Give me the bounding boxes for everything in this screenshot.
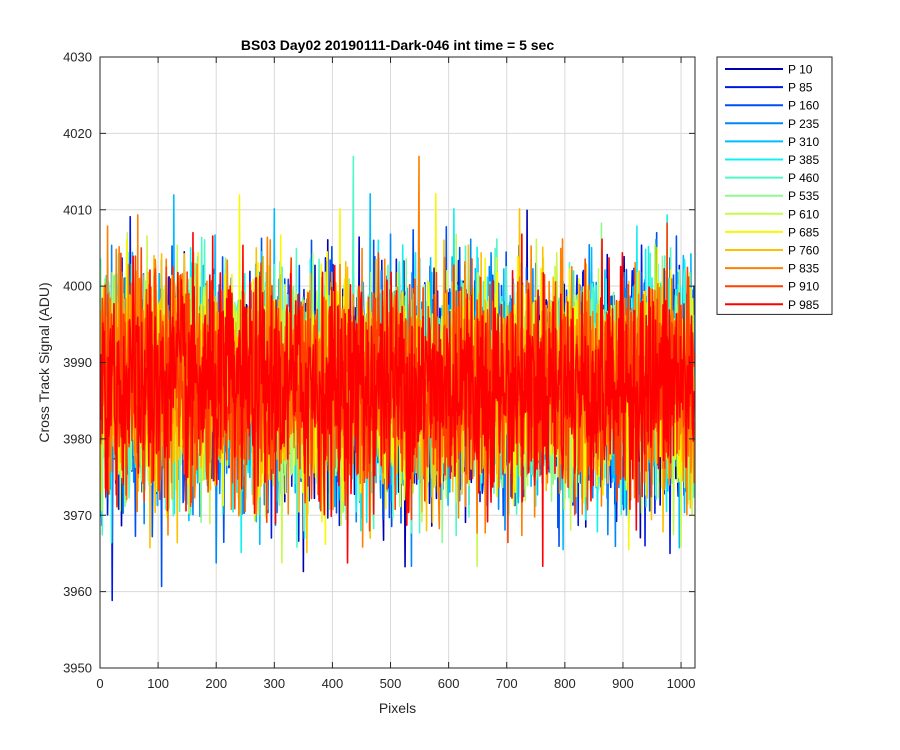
x-tick-label: 400 bbox=[322, 676, 344, 691]
legend-item: P 760 bbox=[725, 244, 819, 258]
legend-item: P 910 bbox=[725, 280, 819, 294]
x-tick-label: 100 bbox=[147, 676, 169, 691]
y-tick-label: 3980 bbox=[63, 431, 92, 446]
x-tick-label: 800 bbox=[554, 676, 576, 691]
legend-item: P 610 bbox=[725, 207, 819, 221]
legend-box bbox=[716, 56, 833, 315]
x-tick-label: 700 bbox=[496, 676, 518, 691]
x-tick-label: 600 bbox=[438, 676, 460, 691]
legend-label: P 310 bbox=[788, 135, 819, 149]
legend-label: P 760 bbox=[788, 244, 819, 258]
legend-item: P 85 bbox=[725, 81, 813, 95]
x-tick-label: 1000 bbox=[667, 676, 696, 691]
legend-item: P 160 bbox=[725, 99, 819, 113]
y-tick-label: 3970 bbox=[63, 508, 92, 523]
legend-item: P 235 bbox=[725, 117, 819, 131]
legend-item: P 460 bbox=[725, 171, 819, 185]
legend-label: P 10 bbox=[788, 63, 813, 77]
legend-item: P 985 bbox=[725, 298, 819, 312]
legend-label: P 910 bbox=[788, 280, 819, 294]
y-tick-label: 3990 bbox=[63, 355, 92, 370]
x-tick-label: 200 bbox=[205, 676, 227, 691]
x-axis-label: Pixels bbox=[379, 700, 416, 716]
y-tick-label: 4030 bbox=[63, 50, 92, 65]
x-tick-label: 900 bbox=[612, 676, 634, 691]
legend-item: P 310 bbox=[725, 135, 819, 149]
chart-title: BS03 Day02 20190111-Dark-046 int time = … bbox=[241, 37, 554, 53]
legend-label: P 985 bbox=[788, 298, 819, 312]
y-axis-label: Cross Track Signal (ADU) bbox=[36, 282, 52, 442]
legend-label: P 235 bbox=[788, 117, 819, 131]
legend-item: P 10 bbox=[725, 63, 813, 77]
legend-label: P 85 bbox=[788, 81, 813, 95]
legend-item: P 835 bbox=[725, 262, 819, 276]
x-tick-label: 500 bbox=[380, 676, 402, 691]
y-tick-label: 4000 bbox=[63, 279, 92, 294]
legend-label: P 460 bbox=[788, 171, 819, 185]
y-tick-label: 4010 bbox=[63, 202, 92, 217]
legend-label: P 160 bbox=[788, 99, 819, 113]
series-line-p985 bbox=[100, 231, 695, 568]
tick-layer: 0 100 200 300 400 500 600 700 800 900 1000 3950 3960… bbox=[63, 50, 695, 692]
legend: P 10 P 85 P 160 P 235 P 310 P 385 P 460 P 535 P … bbox=[716, 56, 833, 315]
legend-item: P 385 bbox=[725, 153, 819, 167]
legend-label: P 685 bbox=[788, 225, 819, 239]
legend-label: P 385 bbox=[788, 153, 819, 167]
y-tick-label: 3950 bbox=[63, 661, 92, 676]
x-tick-label: 0 bbox=[96, 676, 103, 691]
legend-label: P 835 bbox=[788, 262, 819, 276]
legend-item: P 535 bbox=[725, 189, 819, 203]
legend-item: P 685 bbox=[725, 225, 819, 239]
legend-label: P 610 bbox=[788, 207, 819, 221]
x-tick-label: 300 bbox=[263, 676, 285, 691]
y-tick-label: 3960 bbox=[63, 584, 92, 599]
y-tick-label: 4020 bbox=[63, 126, 92, 141]
legend-label: P 535 bbox=[788, 189, 819, 203]
series-layer bbox=[100, 155, 695, 602]
